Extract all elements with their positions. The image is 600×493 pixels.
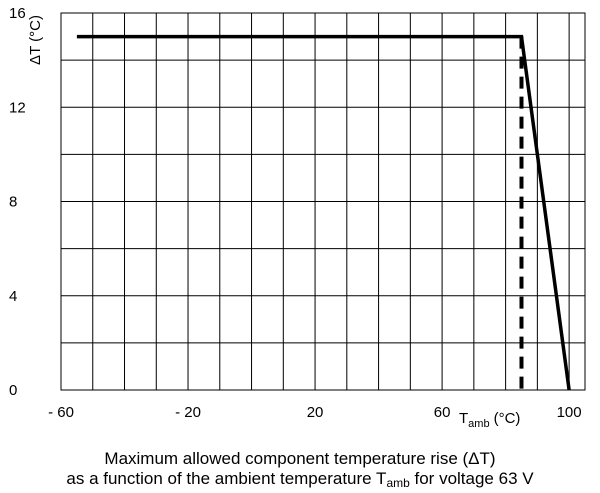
x-axis-label-symbol: T [459, 410, 468, 427]
x-tick-label: - 60 [48, 404, 74, 421]
caption-line-1: Maximum allowed component temperature ri… [104, 449, 496, 468]
plot-frame [60, 12, 586, 391]
y-tick-label: 8 [9, 194, 17, 211]
caption-line-2-prefix: as a function of the ambient temperature… [66, 469, 387, 488]
x-axis-label: Tamb (°C) [459, 410, 520, 430]
y-tick-label: 4 [9, 288, 17, 305]
x-tick-label: 60 [434, 404, 451, 421]
derating-chart: - 60 - 20 20 60 100 0 4 8 12 16 ΔT (°C) Tamb (°C) [9, 5, 586, 430]
caption-line-2-suffix: for voltage 63 V [409, 469, 534, 488]
series-layer [76, 34, 571, 391]
y-tick-label: 16 [9, 5, 26, 22]
caption-line-2: as a function of the ambient temperature… [0, 469, 600, 489]
y-axis-label: ΔT (°C) [27, 15, 44, 65]
x-axis-label-unit: (°C) [494, 410, 521, 427]
x-tick-label: 100 [557, 404, 582, 421]
x-axis-label-subscript: amb [468, 418, 489, 430]
y-tick-label: 0 [9, 382, 17, 399]
grid [61, 13, 585, 390]
series-line-solid [76, 34, 571, 391]
tick-labels: - 60 - 20 20 60 100 0 4 8 12 16 [9, 5, 582, 421]
x-tick-label: - 20 [175, 404, 201, 421]
caption-line-2-subscript: amb [386, 476, 410, 490]
y-tick-label: 12 [9, 99, 26, 116]
x-tick-label: 20 [307, 404, 324, 421]
